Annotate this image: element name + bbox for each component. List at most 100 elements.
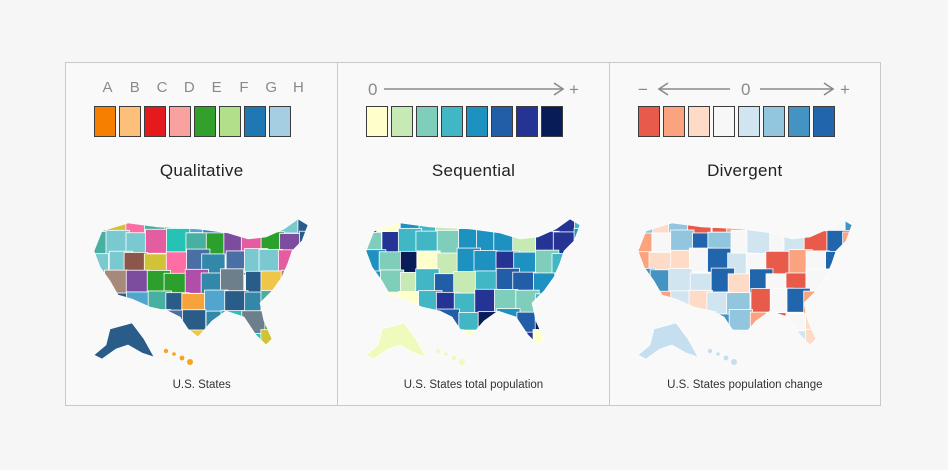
panel-title: Qualitative [159,161,244,180]
panel-caption: U.S. States [172,379,231,391]
us-map-sequential [365,218,581,365]
hawaii-island [723,355,729,361]
hawaii-island [436,348,441,354]
hawaii-island [715,352,720,356]
state-region [94,291,114,317]
category-label-b: B [129,79,140,96]
state-region [802,290,828,316]
state-region [555,290,580,316]
state-region [280,269,305,295]
state-region [264,307,289,333]
sequential-arrow: 0 + [368,80,579,99]
state-region [439,329,464,345]
color-swatch [194,106,216,137]
swatch-row [94,106,291,137]
hawaii-island [187,359,193,365]
state-region [648,290,673,316]
panel-caption: U.S. States population change [667,379,823,391]
state-region [473,331,498,345]
color-swatch [787,106,810,137]
alaska-region [637,322,699,360]
state-region [302,271,308,297]
swatch-row [637,106,835,137]
alaska-region [93,322,155,360]
hawaii-island [459,359,466,365]
state-region [535,293,560,319]
color-swatch [169,106,191,137]
state-region [637,288,658,314]
state-region [205,310,230,336]
state-region [554,312,579,338]
category-label-a: A [102,79,113,96]
swatch-row [366,106,564,137]
state-region [841,332,852,345]
state-region [691,330,717,345]
category-label-f: F [239,79,249,96]
state-region [376,219,401,234]
state-region [495,219,520,236]
state-region [823,332,848,345]
map-outline [637,218,853,346]
us-map-divergent [637,218,853,365]
panel-title: Divergent [707,161,783,180]
color-swatch [466,106,489,137]
color-swatch [119,106,141,137]
state-region [225,219,250,234]
state-region [705,313,730,339]
state-region [512,229,537,255]
state-region [691,311,716,336]
state-region [496,331,521,345]
state-region [709,333,734,345]
panel-caption: U.S. States total population [403,379,544,391]
hawaii-island [444,352,449,356]
state-region [570,308,581,333]
state-region [418,327,443,345]
color-swatch [712,106,735,137]
state-region [297,288,308,314]
state-region [842,273,852,298]
color-swatch [737,106,760,137]
color-swatch [491,106,514,137]
state-region [94,313,111,339]
state-region [515,219,540,237]
state-region [366,270,383,296]
color-swatch [812,106,835,137]
map-outline [93,218,309,346]
state-region [824,250,849,276]
state-region [220,328,246,345]
state-region [94,273,110,299]
category-label-c: C [156,79,168,96]
state-region [281,288,306,314]
map-outline [366,218,581,346]
color-swatch [687,106,710,137]
color-swatch [219,106,241,137]
color-swatch [516,106,539,137]
state-region [301,328,308,345]
state-region [260,290,285,315]
state-region [827,269,852,295]
state-region [220,268,245,294]
panel-qualitative: A B C D E F G H Qualitative U.S. States [66,63,337,405]
state-region [298,252,308,277]
panel-title: Sequential [431,161,516,180]
state-region [572,289,581,315]
state-region [205,329,230,345]
scale-positive-label: + [840,80,850,99]
color-swatch [269,106,291,137]
category-labels: A B C D E F G H [96,79,310,96]
state-region [455,329,480,345]
color-swatch [244,106,266,137]
state-region [366,289,384,315]
alaska-region [365,322,427,360]
color-swatch [441,106,464,137]
state-region [125,291,151,317]
hawaii-island [730,359,737,365]
divergent-arrow: − 0 + [638,80,850,99]
state-region [550,331,575,345]
state-region [241,219,266,234]
category-label-d: D [183,79,195,96]
state-region [280,310,305,336]
color-swatch [94,106,116,137]
color-swatch [762,106,785,137]
state-region [571,252,581,278]
